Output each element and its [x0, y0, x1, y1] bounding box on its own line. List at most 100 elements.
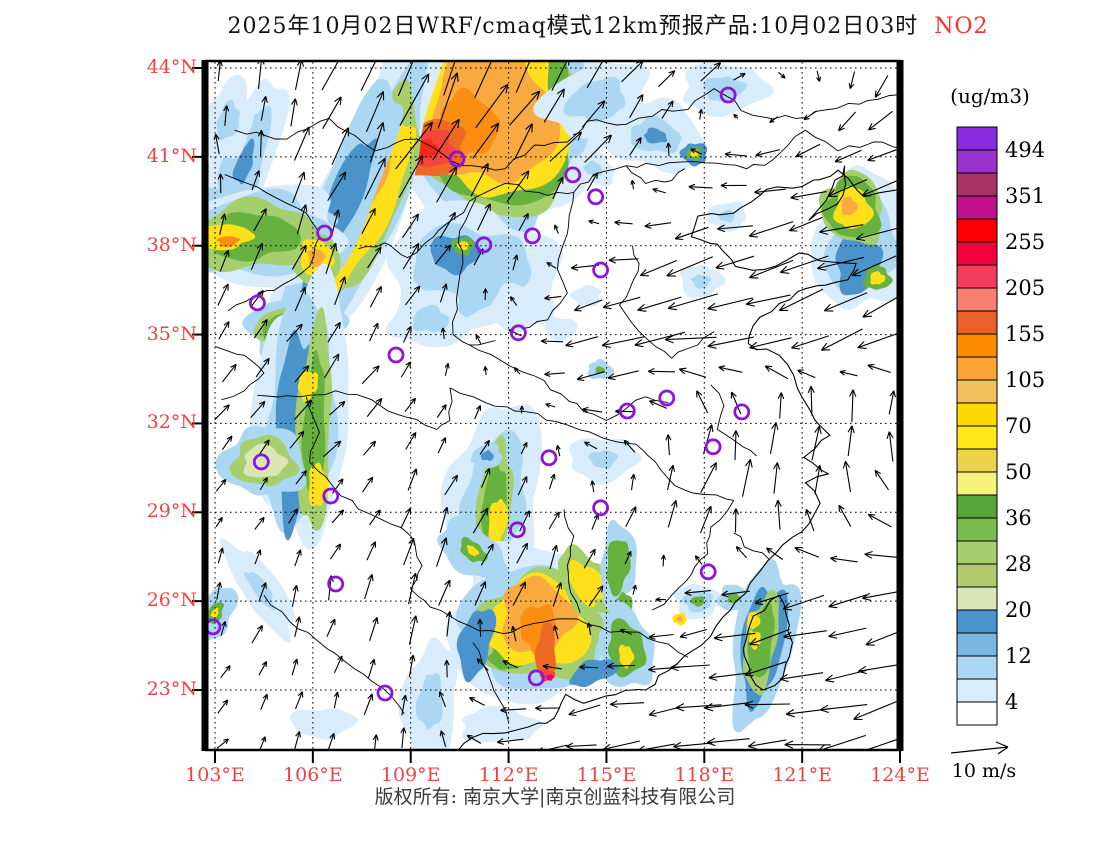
wind-arrow	[581, 100, 606, 128]
wind-arrow	[867, 363, 891, 374]
wind-arrow	[820, 328, 863, 351]
wind-arrow	[260, 693, 268, 710]
province-border	[449, 615, 689, 658]
colorbar-tick-label: 205	[1005, 276, 1046, 300]
colorbar-tick-label: 255	[1005, 230, 1046, 254]
wind-arrow	[588, 219, 600, 225]
wind-arrow	[779, 672, 824, 683]
wind-arrow	[551, 62, 570, 92]
wind-arrow	[325, 242, 338, 274]
wind-arrow	[546, 262, 557, 269]
wind-arrow	[783, 630, 827, 640]
province-border	[452, 198, 496, 346]
wind-arrow	[502, 660, 518, 669]
wind-arrow	[674, 226, 709, 241]
colorbar-swatch	[956, 609, 998, 634]
wind-arrow	[819, 224, 864, 235]
wind-arrow	[735, 545, 748, 559]
wind-arrow	[395, 121, 434, 170]
wind-arrow	[856, 737, 900, 750]
station-circle-marker	[540, 449, 558, 467]
wind-arrow	[774, 499, 782, 530]
wind-arrow	[661, 100, 674, 119]
colorbar-swatch	[956, 563, 998, 588]
wind-arrow	[721, 590, 750, 598]
wind-arrow	[583, 441, 598, 450]
wind-arrow	[857, 332, 900, 349]
wind-arrow	[764, 365, 789, 380]
pollution-blob	[544, 316, 578, 343]
wind-arrow	[874, 469, 889, 491]
wind-arrow	[554, 224, 559, 234]
wind-arrow	[811, 425, 822, 461]
wind-arrow	[400, 361, 412, 378]
wind-arrow	[568, 704, 601, 717]
colorbar-swatch	[956, 678, 998, 703]
pollution-blob	[588, 449, 618, 469]
wind-arrow	[483, 366, 488, 376]
lon-tick-label: 112°E	[478, 764, 539, 786]
province-border	[257, 387, 453, 430]
province-border	[563, 509, 581, 614]
lat-tick-label: 23°N	[146, 677, 197, 700]
wind-arrow	[259, 736, 266, 750]
pollution-blob	[491, 282, 556, 334]
colorbar-swatch	[956, 379, 998, 404]
wind-arrow	[553, 625, 559, 640]
wind-arrow	[700, 462, 717, 493]
wind-arrow	[321, 62, 343, 91]
wind-arrow	[688, 183, 713, 191]
wind-arrow	[519, 405, 525, 414]
wind-arrow	[218, 321, 230, 340]
wind-arrow	[439, 283, 448, 303]
wind-arrow	[509, 90, 541, 126]
pollution-blob	[676, 615, 683, 622]
wind-arrow	[366, 541, 377, 561]
wind-arrow	[506, 170, 530, 203]
wind-arrow	[333, 691, 340, 709]
wind-arrow	[773, 462, 781, 494]
wind-arrow	[769, 422, 779, 454]
wind-arrow	[732, 508, 740, 533]
station-circle-marker	[592, 499, 609, 517]
province-border	[449, 387, 734, 501]
colorbar-tick-label: 28	[1005, 552, 1032, 576]
wind-arrow	[481, 468, 491, 488]
wind-arrow	[754, 592, 789, 606]
wind-arrow	[707, 336, 754, 349]
colorbar-swatch	[956, 494, 998, 519]
station-circle-marker	[618, 402, 636, 420]
wind-arrow	[213, 133, 220, 155]
wind-arrow	[795, 143, 821, 158]
wind-arrow	[741, 458, 753, 497]
wind-arrow	[814, 464, 823, 495]
wind-arrow	[862, 590, 900, 601]
wind-arrow	[853, 701, 897, 721]
colorbar-swatch	[956, 586, 998, 611]
colorbar-swatch	[956, 241, 998, 266]
colorbar-swatch	[956, 402, 998, 427]
wind-arrow	[515, 62, 531, 93]
wind-arrow	[732, 430, 740, 461]
wind-arrow	[470, 162, 489, 197]
wind-arrow	[216, 62, 223, 82]
wind-arrow	[361, 207, 376, 235]
wind-arrow	[223, 105, 230, 126]
wind-arrow	[293, 126, 310, 161]
wind-arrow	[289, 430, 305, 449]
wind-arrow	[221, 363, 237, 383]
wind-arrow	[407, 572, 418, 605]
wind-arrow	[607, 370, 639, 381]
wind-arrow	[444, 474, 459, 496]
province-border	[410, 535, 451, 617]
wind-arrow	[496, 738, 524, 745]
wind-arrow	[648, 706, 681, 717]
wind-arrow	[474, 581, 487, 606]
wind-arrow	[217, 547, 224, 564]
pollution-blob	[545, 674, 554, 681]
station-circle-marker	[376, 684, 394, 702]
wind-arrow	[443, 62, 456, 96]
pollution-blob	[307, 248, 326, 268]
wind-arrow	[366, 397, 383, 417]
wind-arrow	[718, 365, 743, 373]
